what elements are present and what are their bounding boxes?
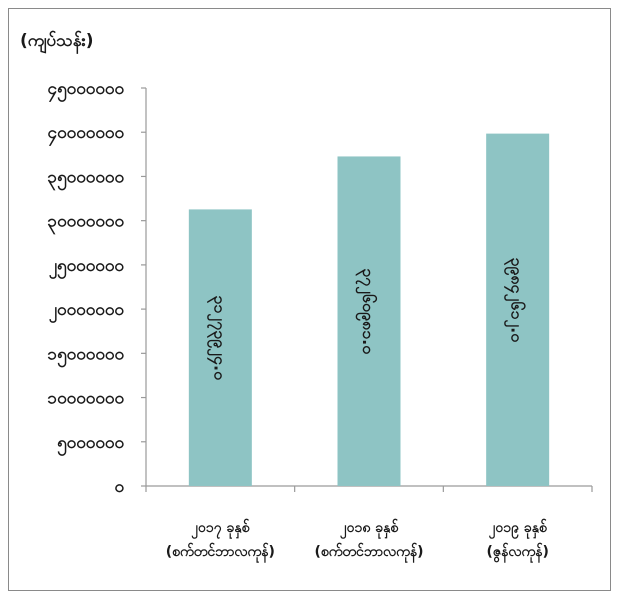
bar-value-label: ၃၁၂၇၃၉၂၄.၀ — [206, 295, 229, 380]
y-tick-label: ၅၀၀၀၀၀၀ — [57, 433, 124, 457]
y-tick-label: ၁၀၀၀၀၀၀၀ — [48, 389, 125, 409]
y-tick-label: ၄၀၀၀၀၀၀၀ — [48, 123, 125, 147]
x-category-sublabel: (စက်တင်ဘာလကုန်) — [314, 543, 423, 563]
bar-value-label: ၃၉၈၄၂၆၁၂.၀ — [504, 257, 527, 342]
bar — [188, 209, 252, 486]
x-category-label: ၂၀၁၉ ခုနှစ် — [488, 519, 547, 539]
unit-label: (ကျပ်သန်း) — [20, 29, 94, 55]
x-category-label: ၂၀၁၇ ခုနှစ် — [191, 519, 250, 539]
y-tick-label: ၀ — [114, 477, 124, 497]
bar — [337, 156, 401, 486]
y-tick-label: ၄၅၀၀၀၀၀၀ — [48, 79, 125, 103]
x-category-sublabel: (ဇွန်လကုန်) — [486, 543, 548, 563]
bar — [486, 133, 550, 486]
x-category-label: ၂၀၁၈ ခုနှစ် — [340, 519, 400, 539]
y-tick-label: ၃၀၀၀၀၀၀၀ — [48, 212, 125, 236]
y-tick-label: ၂၅၀၀၀၀၀၀ — [49, 256, 125, 280]
y-tick-label: ၃၅၀၀၀၀၀၀ — [48, 167, 125, 191]
chart-frame — [8, 8, 611, 591]
x-category-sublabel: (စက်တင်ဘာလကုန်) — [166, 543, 275, 563]
y-tick-label: ၂၀၀၀၀၀၀၀ — [49, 300, 125, 324]
bar-value-label: ၃၇၂၆၀၉၈၁.၀ — [355, 268, 378, 354]
y-tick-label: ၁၅၀၀၀၀၀၀ — [48, 344, 125, 368]
